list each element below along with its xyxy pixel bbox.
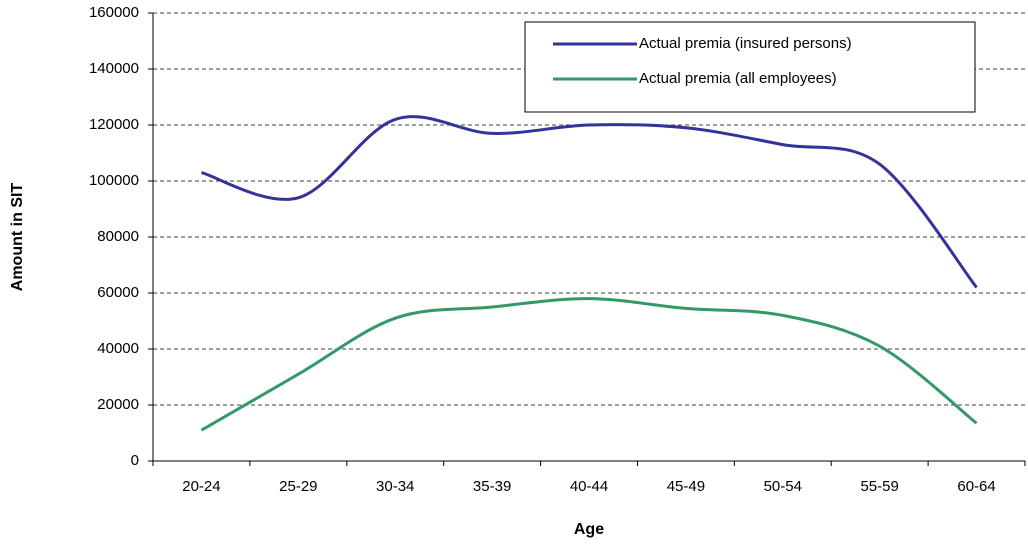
x-tick-label: 50-54 (764, 478, 802, 495)
line-series (201, 115, 978, 289)
x-tick-label: 35-39 (473, 478, 511, 495)
y-tick-label: 100000 (89, 172, 139, 189)
y-tick-label: 120000 (89, 116, 139, 133)
x-tick-label: 60-64 (957, 478, 995, 495)
y-tick-label: 20000 (97, 396, 139, 413)
legend-label: Actual premia (all employees) (639, 70, 837, 87)
y-tick-label: 160000 (89, 4, 139, 21)
x-tick-label: 45-49 (667, 478, 705, 495)
x-axis-title: Age (574, 521, 604, 538)
y-tick-label: 80000 (97, 228, 139, 245)
legend: Actual premia (insured persons) Actual pr… (524, 21, 976, 113)
legend-label: Actual premia (insured persons) (639, 35, 852, 52)
legend-box (524, 21, 976, 113)
y-tick-label: 0 (131, 452, 139, 469)
line-series (200, 297, 978, 432)
y-tick-label: 60000 (97, 284, 139, 301)
x-tick-label: 55-59 (860, 478, 898, 495)
y-tick-label: 140000 (89, 60, 139, 77)
x-tick-label: 25-29 (279, 478, 317, 495)
y-tick-label: 40000 (97, 340, 139, 357)
x-tick-label: 20-24 (182, 478, 220, 495)
y-axis-title: Amount in SIT (9, 183, 26, 292)
x-tick-label: 30-34 (376, 478, 414, 495)
x-tick-label: 40-44 (570, 478, 608, 495)
